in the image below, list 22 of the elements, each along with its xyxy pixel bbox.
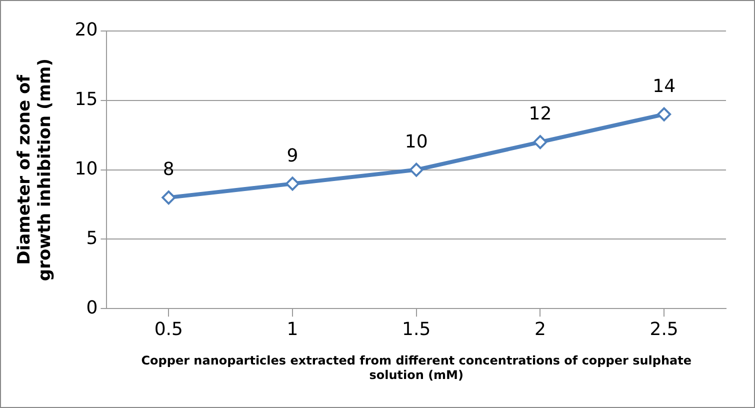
y-tick-label: 10 (74, 158, 98, 180)
point (162, 190, 176, 205)
data-label: 14 (652, 76, 676, 97)
data-label: 10 (404, 131, 428, 152)
x-tick-label: 0.5 (154, 319, 183, 340)
x-tick-label: 2.5 (650, 319, 678, 340)
point (657, 107, 672, 122)
x-tick-label: 1 (286, 319, 298, 340)
x-axis-title: Copper nanoparticles extracted from different concentrations of copper sulphate solution (mM) (141, 354, 692, 382)
data-label: 12 (528, 104, 552, 125)
y-axis-title: Diameter of zone of growth inhibition (mm) (14, 58, 56, 282)
y-tick-label: 20 (74, 20, 98, 41)
y-tick-label: 0 (86, 297, 98, 318)
point (409, 162, 424, 177)
x-tick-label: 1.5 (402, 319, 431, 340)
point (285, 176, 300, 191)
data-label: 9 (286, 145, 298, 166)
x-tick-label: 2 (534, 319, 546, 340)
y-tick-label: 5 (86, 228, 98, 249)
point (533, 135, 548, 150)
data-label: 8 (162, 159, 174, 180)
y-tick-label: 15 (74, 89, 98, 110)
